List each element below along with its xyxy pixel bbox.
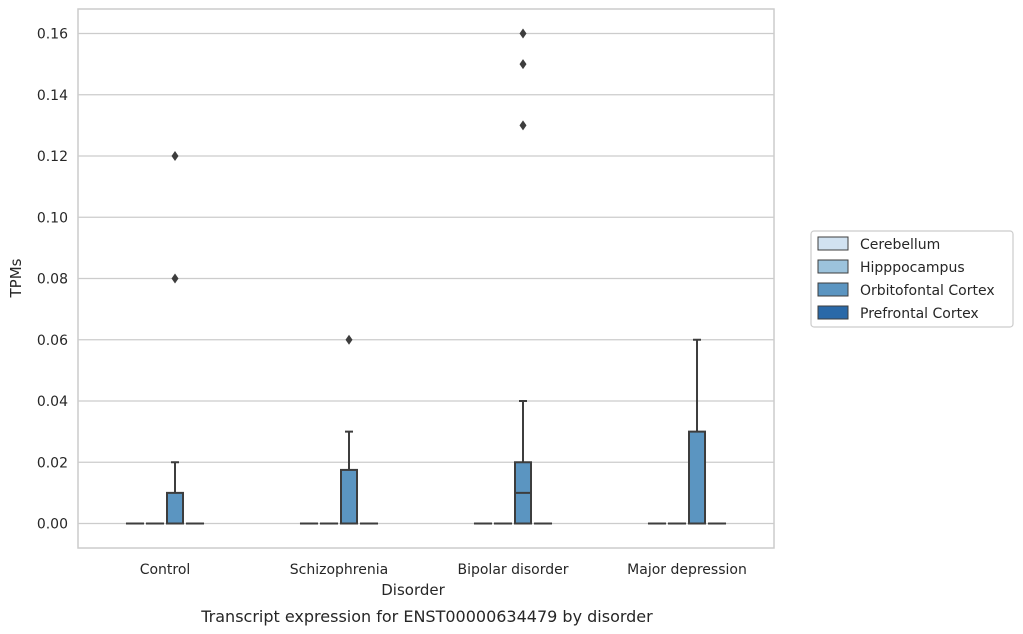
x-tick-label: Major depression <box>627 562 747 578</box>
legend-swatch <box>817 259 849 274</box>
x-tick-label: Control <box>140 562 191 578</box>
x-tick-labels: Control Schizophrenia Bipolar disorder Majo… <box>140 562 747 578</box>
y-tick-label: 0.12 <box>37 149 68 165</box>
outlier-point <box>171 151 179 161</box>
legend-label: Hipppocampus <box>860 260 965 276</box>
legend-label: Cerebellum <box>860 237 940 253</box>
y-tick-label: 0.08 <box>37 272 68 288</box>
box-body <box>340 468 359 525</box>
legend-swatch <box>817 236 849 251</box>
outlier-point <box>345 334 353 345</box>
box-body <box>688 430 707 525</box>
legend-swatch <box>817 282 849 297</box>
y-tick-label: 0.06 <box>37 333 68 349</box>
box-elements <box>125 28 727 525</box>
y-tick-label: 0.02 <box>37 455 68 471</box>
legend-swatch <box>817 305 849 320</box>
outlier-point <box>519 28 527 39</box>
box-body <box>166 491 185 525</box>
chart-caption: Transcript expression for ENST0000063447… <box>200 607 653 626</box>
y-axis-title: TPMs <box>7 258 25 298</box>
outlier-point <box>519 120 527 131</box>
y-tick-label: 0.16 <box>37 27 68 43</box>
y-tick-label: 0.10 <box>37 210 68 226</box>
x-tick-label: Schizophrenia <box>290 562 388 578</box>
x-axis-title: Disorder <box>381 581 445 599</box>
box-orbitofontal-cortex <box>688 338 707 525</box>
legend-label: Orbitofontal Cortex <box>860 283 995 299</box>
x-tick-label: Bipolar disorder <box>457 562 568 578</box>
legend-label: Prefrontal Cortex <box>860 306 979 322</box>
y-tick-label: 0.04 <box>37 394 68 410</box>
legend-frame <box>810 230 1014 328</box>
plot-frame <box>77 8 775 549</box>
legend: Cerebellum Hipppocampus Orbitofontal Corte… <box>810 230 1014 328</box>
gridlines <box>78 32 774 525</box>
box-orbitofontal-cortex <box>340 334 359 525</box>
y-tick-label: 0.14 <box>37 88 68 104</box>
outlier-point <box>519 59 527 70</box>
y-tick-label: 0.00 <box>37 517 68 533</box>
outlier-point <box>171 273 179 284</box>
box-orbitofontal-cortex <box>166 151 185 525</box>
box-orbitofontal-cortex <box>514 28 533 525</box>
y-tick-labels: 0.00 0.02 0.04 0.06 0.08 0.10 0.12 0.14 0.16 <box>37 27 68 533</box>
